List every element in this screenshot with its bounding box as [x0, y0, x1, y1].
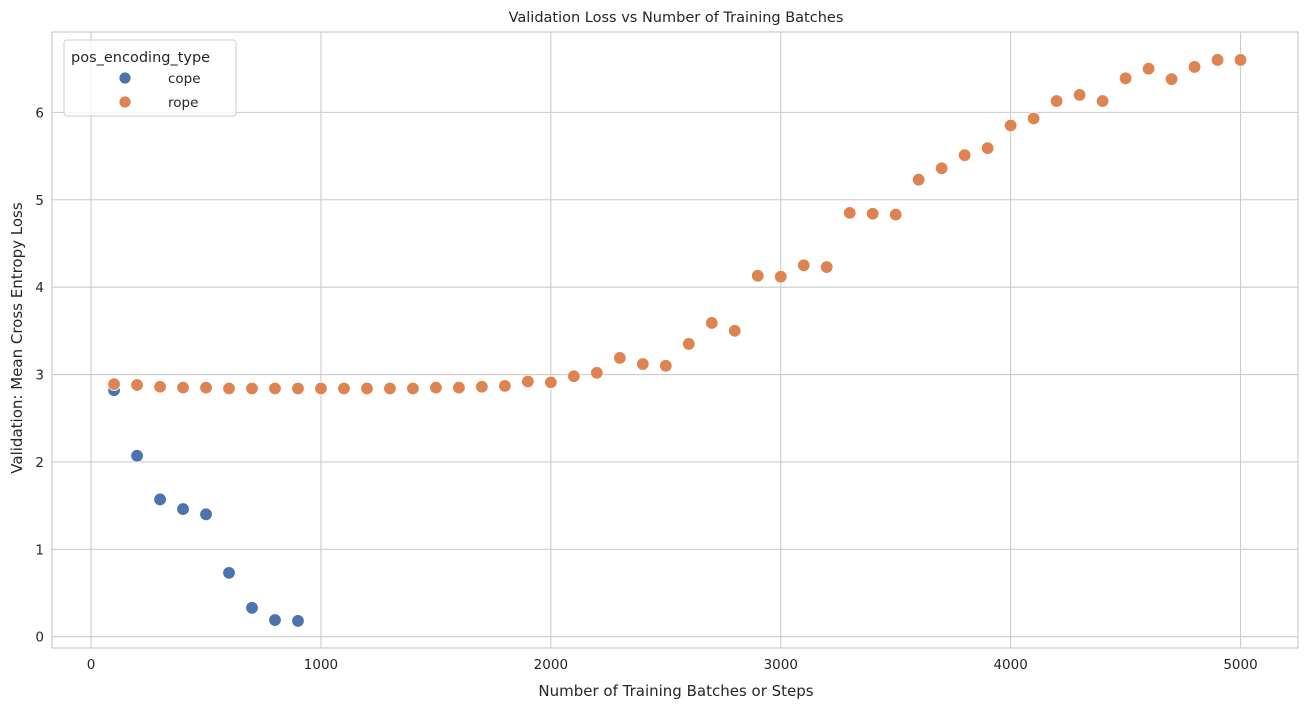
- point-rope: [222, 381, 236, 396]
- point-rope: [268, 381, 282, 396]
- point-rope: [1095, 94, 1110, 108]
- point-rope: [957, 148, 972, 162]
- point-rope: [107, 377, 121, 391]
- point-cope: [176, 502, 190, 516]
- point-rope: [1233, 53, 1248, 67]
- data-points: [107, 53, 1248, 628]
- point-rope: [1164, 72, 1179, 86]
- point-rope: [590, 366, 604, 380]
- point-rope: [751, 269, 765, 283]
- chart-title: Validation Loss vs Number of Training Ba…: [509, 10, 844, 26]
- point-rope: [636, 357, 650, 371]
- point-rope: [406, 381, 420, 396]
- point-rope: [452, 380, 466, 395]
- x-tick-label: 1000: [304, 657, 338, 673]
- point-rope: [888, 207, 903, 222]
- point-rope: [360, 381, 374, 396]
- x-tick-label: 2000: [534, 657, 568, 673]
- point-rope: [1026, 111, 1041, 126]
- legend-title: pos_encoding_type: [71, 50, 210, 66]
- y-tick-label: 6: [35, 105, 44, 121]
- point-rope: [866, 207, 880, 221]
- y-tick-label: 4: [35, 280, 44, 296]
- point-rope: [728, 324, 742, 338]
- plot-frame: [51, 31, 1299, 649]
- point-rope: [153, 380, 167, 394]
- point-rope: [475, 380, 489, 394]
- point-rope: [705, 316, 719, 330]
- y-axis-label: Validation: Mean Cross Entropy Loss: [8, 202, 26, 474]
- point-rope: [1187, 60, 1202, 74]
- point-rope: [498, 379, 512, 393]
- point-rope: [911, 172, 926, 187]
- point-cope: [199, 507, 213, 522]
- point-cope: [222, 566, 236, 580]
- point-rope: [199, 380, 213, 395]
- legend-box: [63, 39, 237, 117]
- y-tick-label: 3: [35, 368, 44, 384]
- x-axis-label: Number of Training Batches or Steps: [538, 682, 813, 700]
- legend-marker-rope: [118, 95, 132, 109]
- point-rope: [613, 351, 627, 365]
- point-cope: [153, 492, 167, 507]
- series-rope: [107, 53, 1248, 396]
- point-rope: [130, 378, 144, 392]
- y-tick-label: 2: [35, 455, 44, 471]
- point-rope: [980, 141, 995, 155]
- point-rope: [1003, 118, 1018, 133]
- x-tick-label: 3000: [764, 657, 798, 673]
- legend: pos_encoding_type cope rope: [63, 39, 237, 117]
- x-tick-label: 0: [87, 657, 96, 673]
- legend-label-rope: rope: [168, 95, 198, 111]
- y-tick-label: 0: [35, 630, 44, 646]
- point-rope: [544, 375, 558, 390]
- point-rope: [1072, 88, 1087, 102]
- point-cope: [268, 613, 282, 627]
- point-rope: [1049, 94, 1064, 108]
- point-cope: [245, 601, 259, 615]
- x-tick-label: 5000: [1223, 657, 1257, 673]
- point-rope: [843, 206, 857, 220]
- point-rope: [797, 258, 811, 272]
- point-rope: [383, 381, 397, 396]
- y-tick-label: 5: [35, 193, 44, 209]
- point-rope: [314, 381, 328, 396]
- point-rope: [337, 381, 351, 396]
- point-rope: [429, 380, 443, 395]
- point-cope: [130, 449, 144, 463]
- x-tick-label: 4000: [993, 657, 1027, 673]
- point-rope: [176, 380, 190, 395]
- point-rope: [934, 161, 949, 176]
- legend-label-cope: cope: [168, 71, 201, 87]
- point-rope: [820, 260, 834, 274]
- legend-marker-cope: [118, 71, 132, 85]
- point-rope: [659, 359, 673, 373]
- point-rope: [1141, 61, 1156, 76]
- point-rope: [521, 374, 535, 389]
- series-cope: [107, 383, 305, 628]
- grid-lines: [52, 32, 1298, 648]
- point-rope: [774, 269, 788, 284]
- point-rope: [1210, 53, 1225, 67]
- point-cope: [291, 614, 305, 628]
- point-rope: [291, 381, 305, 396]
- tick-labels: 0 1000 2000 3000 4000 5000 0 1 2 3 4 5 6: [35, 105, 1257, 673]
- point-rope: [682, 337, 696, 351]
- point-rope: [567, 369, 581, 383]
- point-rope: [1118, 71, 1133, 86]
- y-tick-label: 1: [35, 542, 44, 558]
- point-rope: [245, 381, 259, 396]
